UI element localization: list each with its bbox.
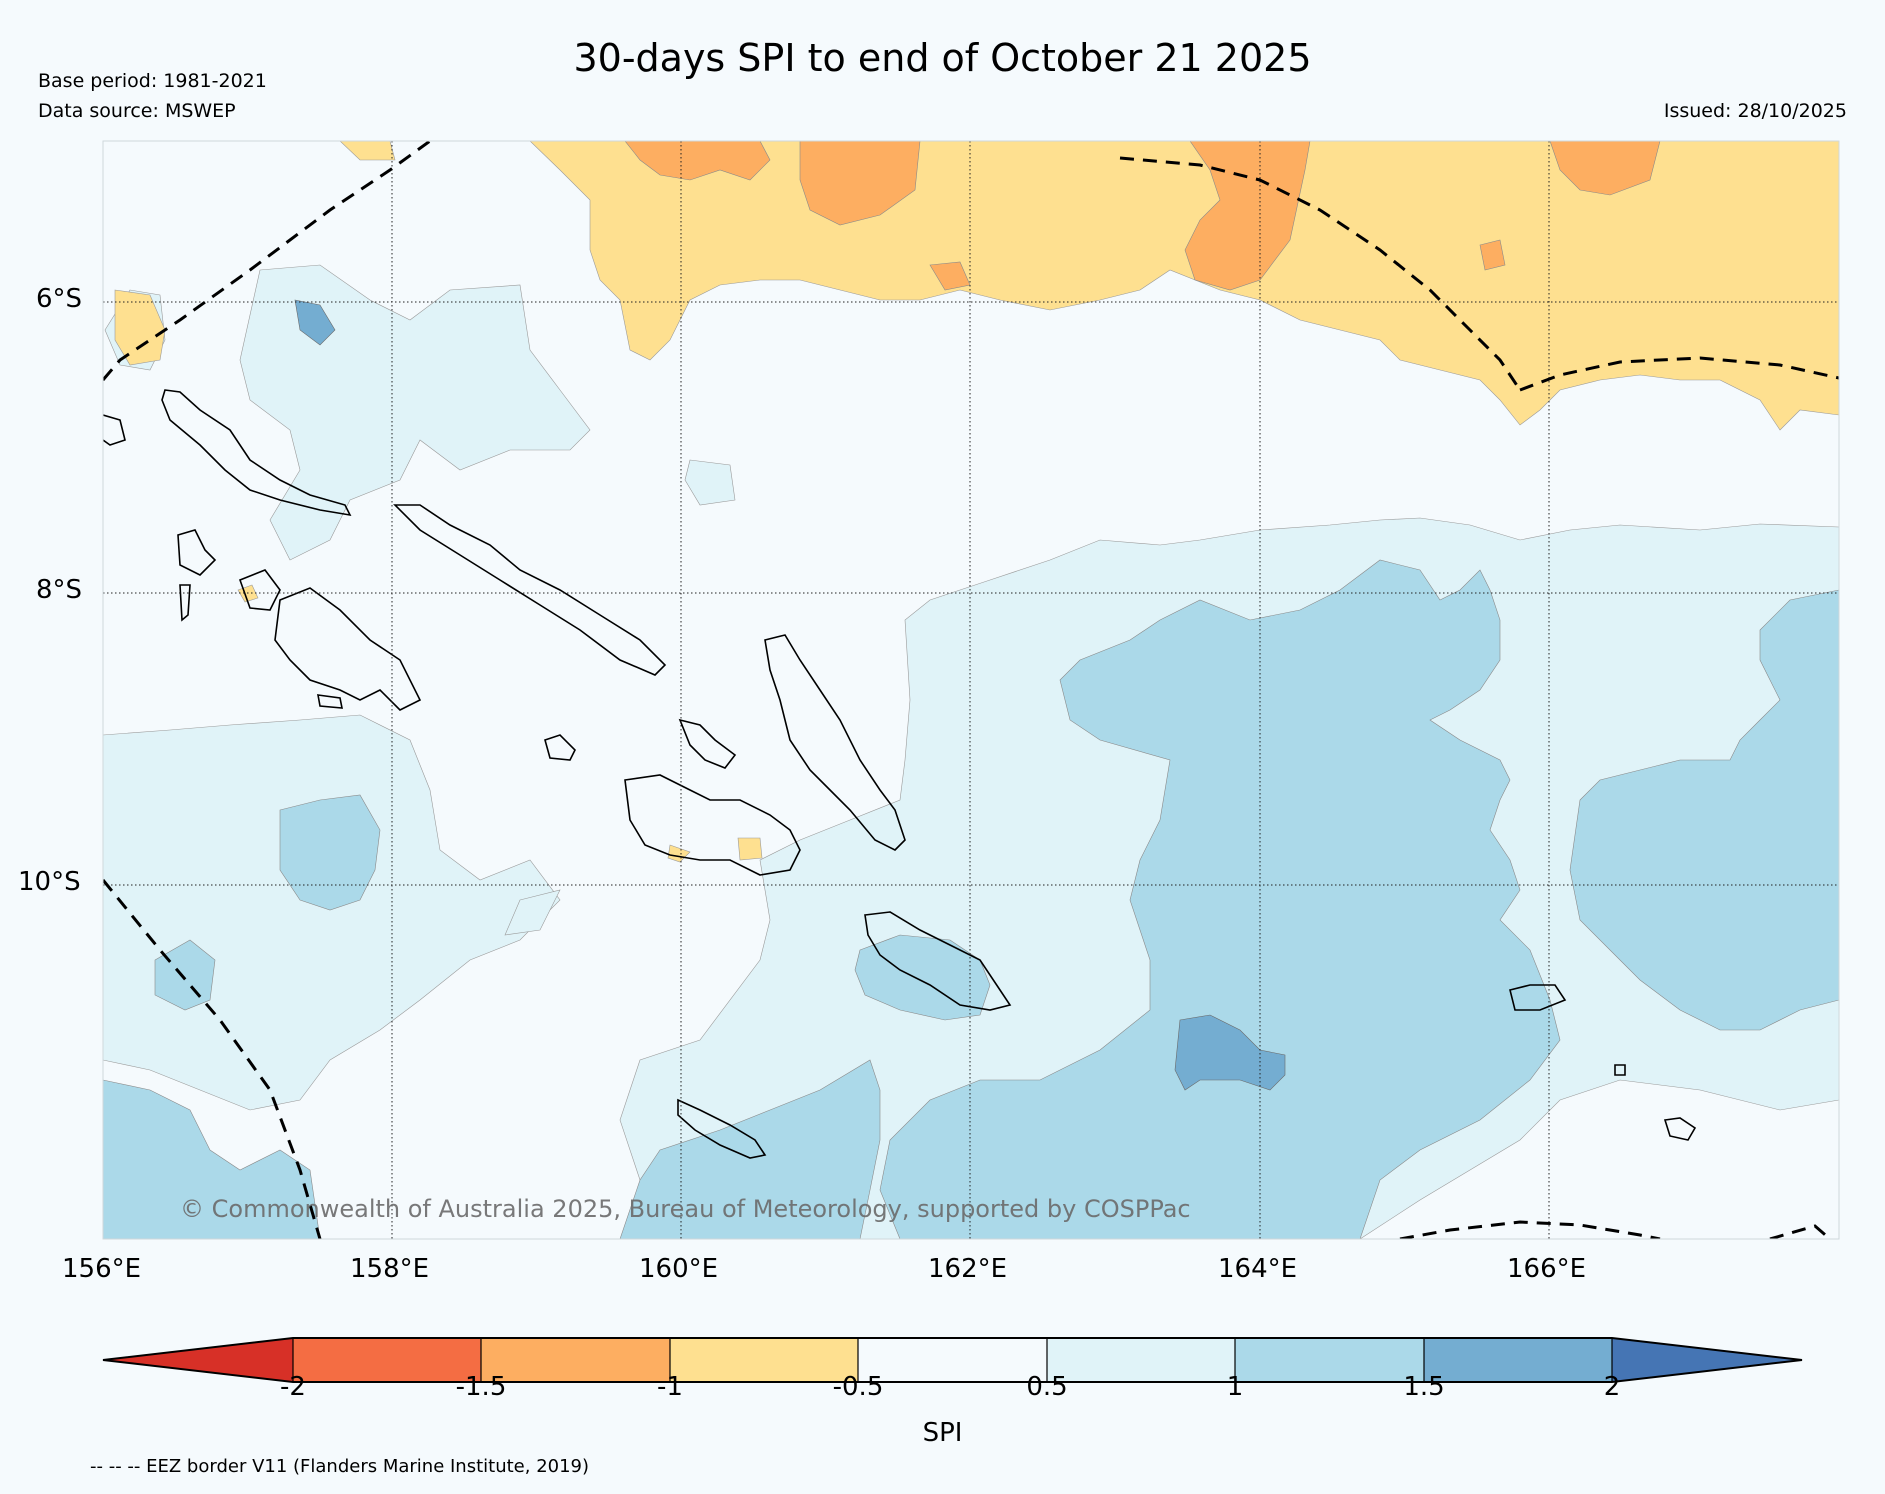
- data-source-text: Data source: MSWEP: [38, 100, 236, 122]
- spi-region-light-blue: [684, 459, 736, 506]
- colorbar-segment: [670, 1338, 858, 1382]
- coastlines: [103, 389, 1697, 1159]
- colorbar-segment: [1424, 1338, 1612, 1382]
- spi-region-orange: [1184, 141, 1311, 291]
- island-coastline: [179, 584, 191, 622]
- issued-date-text: Issued: 28/10/2025: [1663, 100, 1847, 122]
- eez-border: [1769, 1224, 1831, 1239]
- island-coastline: [764, 634, 906, 851]
- colorbar-segment: [1047, 1338, 1235, 1382]
- island-coastline: [678, 718, 737, 769]
- longitude-label: 158°E: [350, 1254, 430, 1284]
- eez-borders: [103, 141, 1839, 1239]
- colorbar-segment: [481, 1338, 670, 1382]
- spi-region-medium-blue: [854, 934, 991, 1021]
- spi-region-light-blue: [239, 264, 591, 561]
- copyright-text: © Commonwealth of Australia 2025, Bureau…: [180, 1195, 1191, 1223]
- spi-region-orange: [1549, 141, 1661, 196]
- spi-region-orange: [799, 141, 921, 226]
- spi-region-orange: [624, 141, 771, 181]
- eez-border: [103, 141, 431, 381]
- island-coastline: [393, 504, 667, 676]
- colorbar-high-extension: [1612, 1338, 1802, 1382]
- eez-legend-note: -- -- -- EEZ border V11 (Flanders Marine…: [90, 1456, 590, 1477]
- spi-region-light-yellow: [737, 837, 763, 861]
- spi-region-medium-blue: [619, 1059, 881, 1239]
- colorbar-tick-label: 1: [1226, 1372, 1244, 1402]
- island-coastline: [1509, 984, 1567, 1011]
- island-coastline: [317, 694, 343, 709]
- colorbar-tick-label: 2: [1603, 1372, 1621, 1402]
- spi-region-dark-blue: [294, 299, 336, 346]
- spi-region-medium-blue: [154, 939, 216, 1011]
- island-coastline: [103, 414, 126, 446]
- latitude-label: 6°S: [36, 284, 83, 314]
- island-coastline: [677, 1098, 767, 1159]
- latitude-label: 8°S: [36, 575, 83, 605]
- island-coastline: [864, 911, 1012, 1011]
- spi-region-orange: [1479, 239, 1506, 271]
- colorbar-tick-label: 1.5: [1403, 1372, 1445, 1402]
- colorbar: [102, 1337, 1803, 1383]
- page-title: 30-days SPI to end of October 21 2025: [573, 36, 1312, 80]
- colorbar-segment: [858, 1338, 1047, 1382]
- colorbar-tick-label: -2: [280, 1372, 306, 1402]
- spi-region-light-blue: [504, 889, 561, 936]
- eez-border: [1519, 356, 1839, 392]
- island-coastline: [274, 587, 422, 711]
- colorbar-title: SPI: [922, 1418, 963, 1448]
- colorbar-segment: [1235, 1338, 1424, 1382]
- graticule: [103, 141, 1839, 1239]
- eez-border: [1119, 156, 1522, 391]
- longitude-label: 162°E: [928, 1254, 1008, 1284]
- colorbar-tick-label: 0.5: [1026, 1372, 1068, 1402]
- spi-region-light-yellow: [114, 289, 166, 366]
- longitude-label: 156°E: [62, 1254, 142, 1284]
- colorbar-segment: [293, 1338, 481, 1382]
- colorbar-tick-label: -1: [657, 1372, 683, 1402]
- map-border: [102, 140, 1840, 1240]
- map-frame: [103, 141, 1839, 1239]
- latitude-label: 10°S: [18, 867, 81, 897]
- spi-region-medium-blue: [1569, 589, 1839, 1031]
- spi-region-light-yellow: [339, 141, 396, 161]
- island-coastline: [161, 389, 352, 517]
- spi-region-dark-blue: [1174, 1014, 1286, 1091]
- eez-border: [1399, 1220, 1661, 1239]
- eez-border: [103, 879, 322, 1239]
- colorbar-tick-label: -0.5: [832, 1372, 884, 1402]
- island-coastline: [544, 734, 576, 761]
- longitude-label: 160°E: [639, 1254, 719, 1284]
- longitude-label: 166°E: [1507, 1254, 1587, 1284]
- island-coastline: [238, 569, 281, 611]
- colorbar-low-extension: [103, 1338, 293, 1382]
- island-coastline: [624, 774, 801, 876]
- base-period-text: Base period: 1981-2021: [38, 70, 267, 92]
- island-coastline: [1663, 1117, 1697, 1141]
- colorbar-tick-label: -1.5: [455, 1372, 507, 1402]
- spi-region-medium-blue: [879, 559, 1561, 1239]
- island-coastline: [177, 529, 217, 576]
- spi-region-medium-blue: [103, 1079, 321, 1239]
- island-coastline: [1614, 1064, 1626, 1076]
- longitude-label: 164°E: [1218, 1254, 1298, 1284]
